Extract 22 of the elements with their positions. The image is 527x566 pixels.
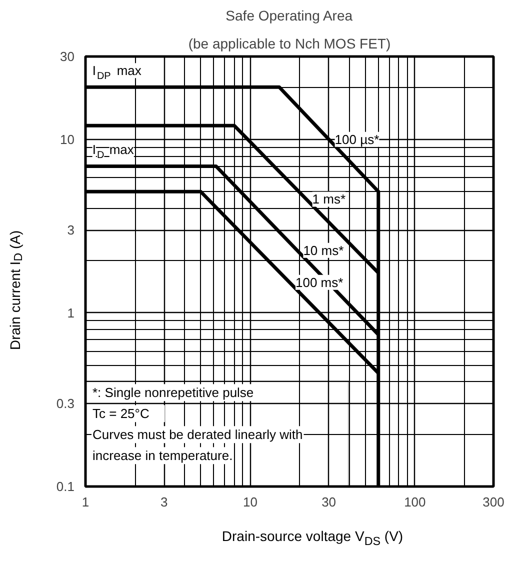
annotation: *: Single nonrepetitive pulse (92, 385, 254, 400)
y-tick-label: 1 (67, 305, 75, 320)
chart-title: Safe Operating Area (226, 8, 353, 24)
y-tick-label: 30 (60, 49, 75, 64)
x-tick-label: 30 (322, 494, 336, 510)
series-label: 1 ms* (312, 192, 346, 207)
x-tick-label: 300 (482, 494, 504, 510)
annotation: Curves must be derated linearly with increase in temperature. (92, 427, 303, 464)
x-axis-title: Drain-source voltage V$_{DS}$ (V) (222, 527, 404, 550)
y-tick-label: 0.3 (56, 396, 75, 412)
series-label: 100 ms* (296, 274, 344, 290)
x-tick-label: 3 (160, 494, 168, 510)
series-label: 100 µs* (334, 132, 380, 147)
chart-subtitle: (be applicable to Nch MOS FET) (188, 36, 391, 52)
y-tick-label: 3 (67, 222, 75, 238)
y-tick-label: 10 (60, 132, 75, 147)
x-tick-label: 100 (404, 494, 426, 510)
y-tick-label: 0.1 (56, 479, 75, 494)
series-label: 10 ms* (303, 242, 344, 258)
x-tick-label: 1 (82, 494, 90, 510)
annotation: Tc = 25°C (92, 406, 150, 422)
x-tick-label: 10 (242, 494, 258, 510)
